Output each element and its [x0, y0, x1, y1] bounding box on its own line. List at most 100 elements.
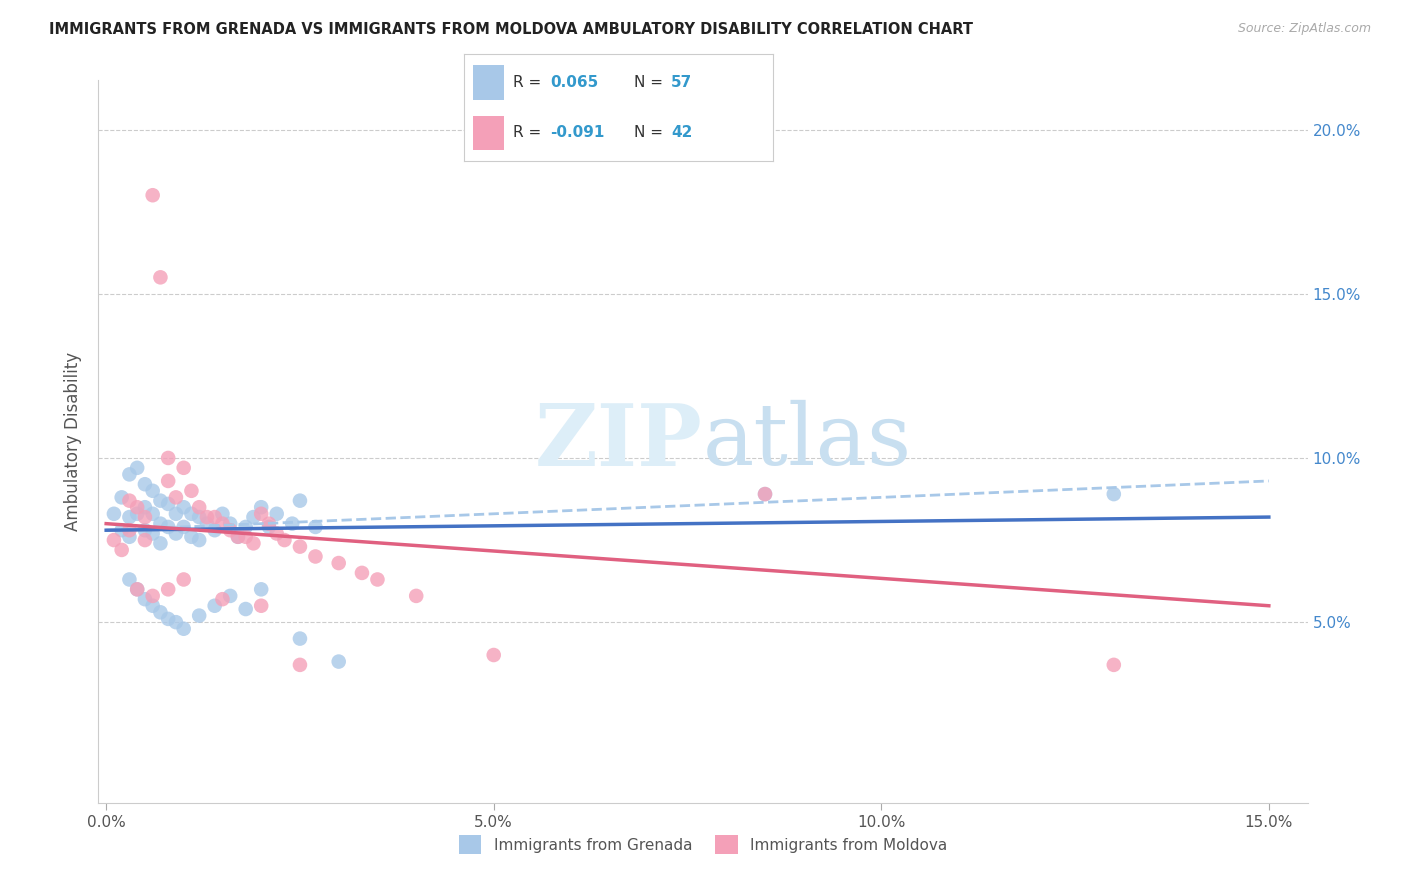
Point [250, 582, 273, 597]
Point [350, 566, 373, 580]
Point [157, 612, 180, 626]
Point [304, 520, 326, 534]
Point [149, 536, 172, 550]
Point [134, 477, 156, 491]
Point [288, 493, 311, 508]
Point [134, 523, 156, 537]
Point [165, 615, 187, 630]
Point [405, 589, 427, 603]
Point [226, 530, 249, 544]
Point [157, 474, 180, 488]
Text: R =: R = [513, 125, 547, 140]
Point [142, 188, 165, 202]
Point [134, 533, 156, 547]
Point [165, 507, 187, 521]
Text: R =: R = [513, 75, 547, 90]
Point [103, 507, 125, 521]
Point [242, 510, 264, 524]
Point [1102, 657, 1125, 672]
Point [173, 500, 195, 515]
Point [111, 491, 134, 505]
Point [111, 542, 134, 557]
Text: 42: 42 [671, 125, 693, 140]
Point [118, 530, 141, 544]
Point [250, 507, 273, 521]
FancyBboxPatch shape [474, 65, 505, 100]
Point [165, 526, 187, 541]
Point [157, 497, 180, 511]
Point [134, 510, 156, 524]
Point [226, 530, 249, 544]
Point [149, 493, 172, 508]
Point [118, 467, 141, 482]
Point [204, 523, 226, 537]
Point [219, 523, 242, 537]
Text: Source: ZipAtlas.com: Source: ZipAtlas.com [1237, 22, 1371, 36]
Point [204, 599, 226, 613]
Point [118, 573, 141, 587]
Point [204, 510, 226, 524]
Text: ZIP: ZIP [536, 400, 703, 483]
Point [118, 493, 141, 508]
Point [482, 648, 505, 662]
Point [304, 549, 326, 564]
Point [754, 487, 776, 501]
FancyBboxPatch shape [474, 116, 505, 150]
Point [257, 520, 280, 534]
Point [235, 520, 257, 534]
Point [250, 500, 273, 515]
Point [142, 483, 165, 498]
Point [142, 507, 165, 521]
Text: -0.091: -0.091 [551, 125, 605, 140]
Point [118, 523, 141, 537]
Point [366, 573, 388, 587]
Text: atlas: atlas [703, 400, 912, 483]
Point [103, 533, 125, 547]
Point [134, 592, 156, 607]
Point [127, 582, 149, 597]
Point [142, 599, 165, 613]
Point [754, 487, 776, 501]
Point [195, 516, 218, 531]
Point [173, 520, 195, 534]
Y-axis label: Ambulatory Disability: Ambulatory Disability [65, 352, 83, 531]
Point [173, 622, 195, 636]
Point [142, 589, 165, 603]
Text: N =: N = [634, 125, 668, 140]
Text: N =: N = [634, 75, 668, 90]
Point [219, 516, 242, 531]
Point [188, 533, 211, 547]
Point [188, 608, 211, 623]
Point [134, 500, 156, 515]
Point [328, 655, 350, 669]
Point [188, 510, 211, 524]
Point [127, 460, 149, 475]
Point [157, 582, 180, 597]
Text: 57: 57 [671, 75, 693, 90]
Point [149, 270, 172, 285]
Point [173, 573, 195, 587]
Point [235, 602, 257, 616]
Point [211, 507, 233, 521]
Point [211, 592, 233, 607]
Point [266, 526, 288, 541]
Point [328, 556, 350, 570]
Point [257, 516, 280, 531]
Text: IMMIGRANTS FROM GRENADA VS IMMIGRANTS FROM MOLDOVA AMBULATORY DISABILITY CORRELA: IMMIGRANTS FROM GRENADA VS IMMIGRANTS FR… [49, 22, 973, 37]
Point [173, 460, 195, 475]
Point [242, 536, 264, 550]
Legend: Immigrants from Grenada, Immigrants from Moldova: Immigrants from Grenada, Immigrants from… [453, 830, 953, 860]
Point [165, 491, 187, 505]
Point [180, 483, 202, 498]
Point [250, 599, 273, 613]
Point [281, 516, 304, 531]
Point [211, 516, 233, 531]
Point [149, 516, 172, 531]
Point [157, 520, 180, 534]
Point [127, 582, 149, 597]
Point [127, 507, 149, 521]
Point [118, 510, 141, 524]
Point [157, 450, 180, 465]
Point [111, 523, 134, 537]
Point [288, 657, 311, 672]
